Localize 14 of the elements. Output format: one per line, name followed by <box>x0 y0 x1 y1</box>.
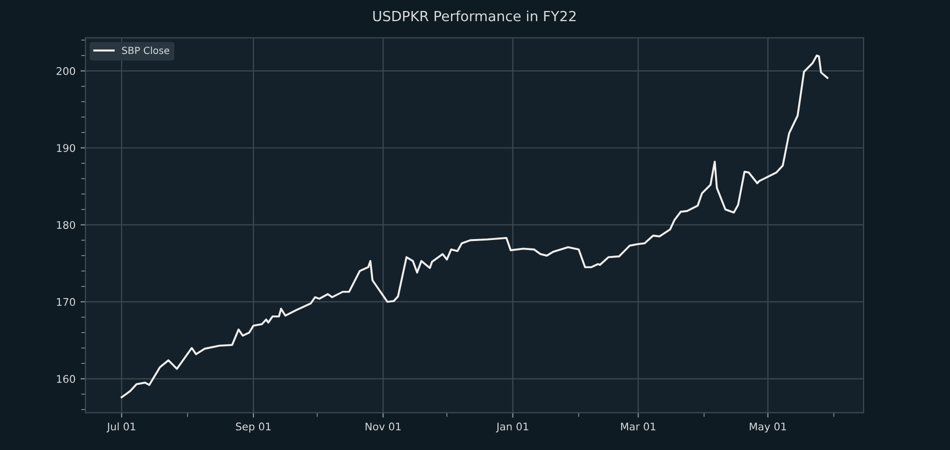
x-tick-label: Jan 01 <box>496 422 528 432</box>
y-tick-label: 180 <box>57 221 76 229</box>
chart-title: USDPKR Performance in FY22 <box>373 10 576 22</box>
x-tick-label: Mar 01 <box>621 422 656 430</box>
y-tick-label: 190 <box>57 144 76 152</box>
y-tick-label: 200 <box>56 67 76 76</box>
x-tick-label: Nov 01 <box>366 422 401 430</box>
x-tick-label: Jul 01 <box>106 422 136 432</box>
x-tick-label: Sep 01 <box>236 422 271 432</box>
line-series <box>120 54 828 398</box>
y-tick-label: 170 <box>57 298 76 306</box>
x-tick-label: May 01 <box>750 422 786 432</box>
y-tick-label: 160 <box>57 375 76 383</box>
legend-label: SBP Close <box>122 46 170 54</box>
